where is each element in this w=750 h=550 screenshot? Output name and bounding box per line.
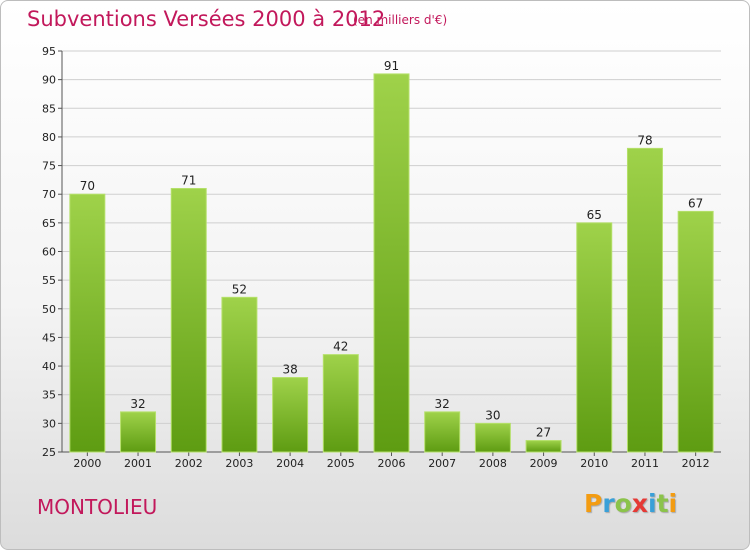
y-tick-label: 80 [42, 131, 56, 144]
bar-2010 [576, 222, 613, 453]
data-label-2007: 32 [435, 397, 450, 411]
y-tick-label: 60 [42, 246, 56, 259]
data-label-2004: 38 [282, 363, 297, 377]
bar-2006 [373, 73, 410, 453]
bar-2011 [626, 147, 663, 453]
x-tick-label-2003: 2003 [225, 457, 253, 470]
y-tick-label: 95 [42, 45, 56, 58]
data-label-2003: 52 [232, 282, 247, 296]
x-tick-label-2008: 2008 [479, 457, 507, 470]
bar-2009 [525, 440, 562, 453]
bar-2012 [677, 210, 714, 453]
data-label-2011: 78 [637, 133, 652, 147]
x-tick-label-2006: 2006 [378, 457, 406, 470]
data-label-2006: 91 [384, 59, 399, 73]
bar-2003 [221, 296, 258, 453]
y-tick-label: 90 [42, 74, 56, 87]
x-tick-label-2010: 2010 [580, 457, 608, 470]
y-tick-label: 75 [42, 160, 56, 173]
data-label-2001: 32 [130, 397, 145, 411]
chart-title: Subventions Versées 2000 à 2012 [27, 7, 386, 31]
bar-2001 [120, 411, 157, 453]
bar-2004 [272, 377, 309, 453]
chart-unit-label: (en milliers d'€) [353, 13, 448, 27]
y-tick-label: 85 [42, 102, 56, 115]
data-label-2005: 42 [333, 340, 348, 354]
x-tick-label-2001: 2001 [124, 457, 152, 470]
bar-2008 [474, 422, 511, 453]
logo-letter: o [614, 489, 632, 518]
proxiti-logo[interactable]: Proxiti [584, 489, 677, 518]
logo-letter: P [584, 489, 603, 518]
bar-2007 [424, 411, 461, 453]
x-tick-label-2005: 2005 [327, 457, 355, 470]
y-tick-label: 50 [42, 303, 56, 316]
labels: 25 30 35 40 45 50 55 60 65 70 75 80 85 90 95 70 2000 32 20… [42, 45, 710, 470]
bar-2005 [322, 354, 359, 453]
data-label-2008: 30 [485, 408, 500, 422]
x-tick-label-2002: 2002 [175, 457, 203, 470]
data-label-2012: 67 [688, 196, 703, 210]
bars [69, 73, 714, 453]
y-tick-label: 25 [42, 446, 56, 459]
x-tick-label-2009: 2009 [530, 457, 558, 470]
bar-2000 [69, 193, 106, 453]
y-tick-label: 40 [42, 360, 56, 373]
x-tick-label-2007: 2007 [428, 457, 456, 470]
y-tick-label: 30 [42, 417, 56, 430]
y-tick-label: 35 [42, 389, 56, 402]
x-tick-label-2000: 2000 [73, 457, 101, 470]
commune-name: MONTOLIEU [37, 495, 158, 519]
logo-letter: t [656, 489, 669, 518]
y-tick-label: 65 [42, 217, 56, 230]
bar-2002 [170, 187, 207, 453]
logo-letter: i [668, 489, 678, 518]
x-tick-label-2012: 2012 [682, 457, 710, 470]
data-label-2002: 71 [181, 173, 196, 187]
y-tick-label: 70 [42, 188, 56, 201]
data-label-2010: 65 [587, 208, 602, 222]
logo-letter: x [631, 489, 648, 518]
y-tick-label: 55 [42, 274, 56, 287]
logo-letter: r [602, 489, 615, 518]
y-tick-label: 45 [42, 331, 56, 344]
x-tick-label-2011: 2011 [631, 457, 659, 470]
logo-letter: i [648, 489, 657, 518]
data-label-2000: 70 [80, 179, 95, 193]
data-label-2009: 27 [536, 426, 551, 440]
x-tick-label-2004: 2004 [276, 457, 304, 470]
